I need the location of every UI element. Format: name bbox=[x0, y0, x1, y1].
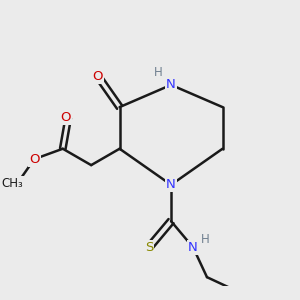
Text: H: H bbox=[154, 66, 163, 79]
Text: O: O bbox=[60, 111, 71, 124]
Text: H: H bbox=[201, 233, 210, 246]
Text: O: O bbox=[29, 153, 40, 166]
Text: N: N bbox=[188, 241, 198, 254]
Text: N: N bbox=[166, 178, 176, 191]
Text: S: S bbox=[145, 241, 153, 254]
Text: CH₃: CH₃ bbox=[2, 177, 23, 190]
Text: O: O bbox=[93, 70, 103, 83]
Text: N: N bbox=[166, 78, 176, 92]
